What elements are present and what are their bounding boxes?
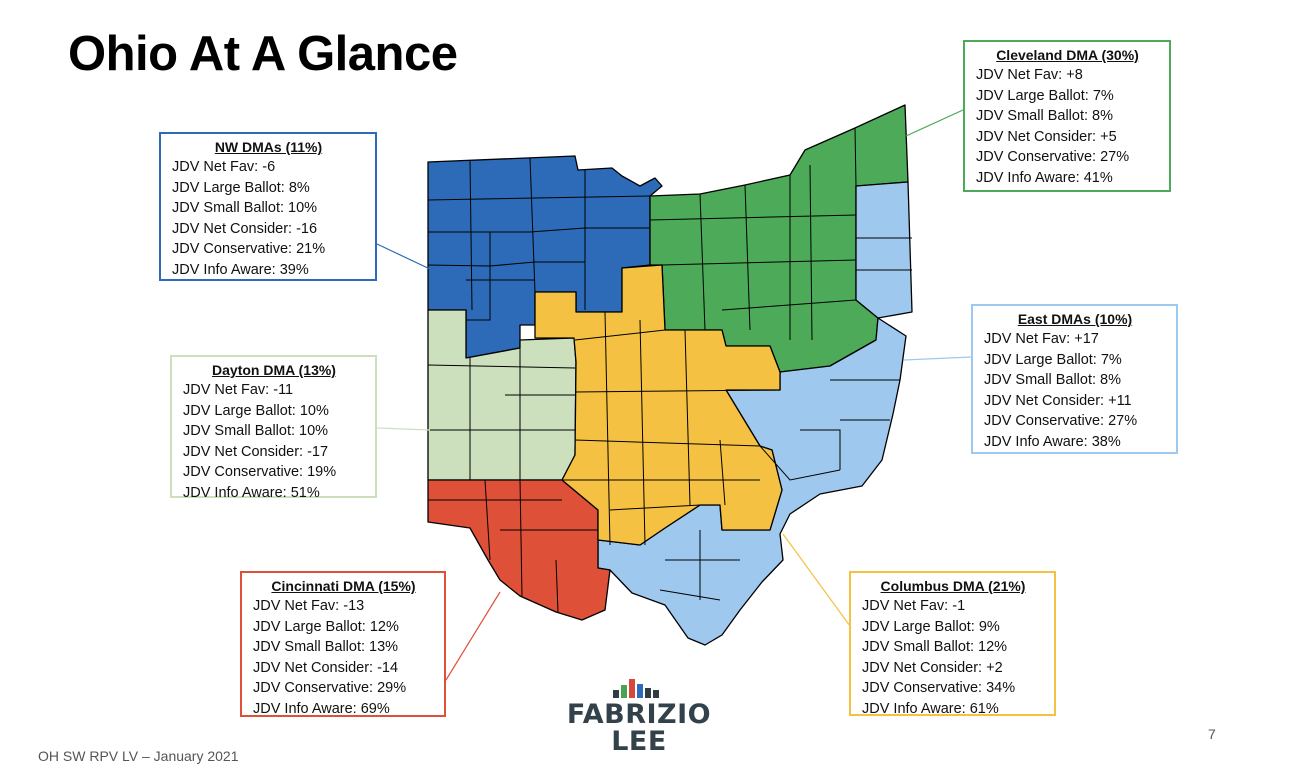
county-lines [427,127,912,613]
logo-bar [637,684,643,698]
leader-lines [376,109,972,681]
leader-line-columbus [782,533,851,627]
leader-line-east [903,356,972,361]
leader-line-cincinnati [445,591,501,681]
nw-dmas-box: NW DMAs (11%) JDV Net Fav: -6 JDV Large … [159,132,377,281]
east-net-fav: JDV Net Fav: +17 [984,331,1099,347]
columbus-large-ballot: JDV Large Ballot: 9% [862,618,1000,635]
footer-text: OH SW RPV LV – January 2021 [38,748,239,764]
dayton-large-ballot: JDV Large Ballot: 10% [183,402,329,419]
columbus-dma-box: Columbus DMA (21%) JDV Net Fav: -1 JDV L… [849,571,1056,717]
cincinnati-net-fav: JDV Net Fav: -13 [253,598,365,614]
page-number: 7 [1208,726,1216,742]
cleveland-small-ballot: JDV Small Ballot: 8% [976,108,1113,125]
fabrizio-lee-logo: FABRIZIO LEE [556,674,722,758]
logo-bar [653,690,659,698]
columbus-small-ballot: JDV Small Ballot: 12% [862,639,1008,656]
dayton-net-consider: JDV Net Consider: -17 [183,443,329,460]
east-dmas-title: East DMAs (10%) [1017,311,1133,327]
nw-net-consider: JDV Net Consider: -16 [172,220,318,237]
cincinnati-dma-title: Cincinnati DMA (15%) [271,578,416,594]
logo-word-fabrizio: FABRIZIO [566,699,712,730]
east-info-aware: JDV Info Aware: 38% [984,433,1121,450]
columbus-net-consider: JDV Net Consider: +2 [862,659,1003,676]
leader-line-nw [376,243,433,271]
east-small-ballot: JDV Small Ballot: 8% [984,372,1121,389]
columbus-net-fav: JDV Net Fav: -1 [862,598,966,614]
logo-word-lee: LEE [611,726,667,757]
cincinnati-conservative: JDV Conservative: 29% [253,680,407,697]
cincinnati-dma-box: Cincinnati DMA (15%) JDV Net Fav: -13 JD… [240,571,446,717]
cleveland-info-aware: JDV Info Aware: 41% [976,169,1113,186]
columbus-dma-title: Columbus DMA (21%) [880,578,1026,594]
dayton-small-ballot: JDV Small Ballot: 10% [183,423,329,440]
nw-info-aware: JDV Info Aware: 39% [172,261,309,278]
nw-small-ballot: JDV Small Ballot: 10% [172,200,318,217]
region-columbus [534,264,783,546]
logo-bar [629,679,635,698]
cleveland-large-ballot: JDV Large Ballot: 7% [976,87,1114,104]
east-dmas-box: East DMAs (10%) JDV Net Fav: +17 JDV Lar… [971,304,1178,454]
cleveland-net-fav: JDV Net Fav: +8 [976,67,1083,83]
logo-bar [645,688,651,698]
dayton-conservative: JDV Conservative: 19% [183,464,337,481]
columbus-info-aware: JDV Info Aware: 61% [862,700,999,717]
nw-large-ballot: JDV Large Ballot: 8% [172,179,310,196]
nw-conservative: JDV Conservative: 21% [172,241,326,258]
region-cincinnati [427,479,611,621]
cincinnati-info-aware: JDV Info Aware: 69% [253,700,390,717]
cleveland-dma-box: Cleveland DMA (30%) JDV Net Fav: +8 JDV … [963,40,1171,192]
dayton-info-aware: JDV Info Aware: 51% [183,484,320,501]
columbus-conservative: JDV Conservative: 34% [862,680,1016,697]
cincinnati-small-ballot: JDV Small Ballot: 13% [253,639,399,656]
nw-dmas-title: NW DMAs (11%) [214,139,323,155]
logo-bar [613,690,619,698]
east-conservative: JDV Conservative: 27% [984,413,1138,430]
logo-bars [613,676,663,698]
east-net-consider: JDV Net Consider: +11 [984,392,1132,409]
cleveland-conservative: JDV Conservative: 27% [976,149,1130,166]
cleveland-dma-title: Cleveland DMA (30%) [996,47,1139,63]
leader-line-dayton [376,427,431,431]
dayton-dma-title: Dayton DMA (13%) [212,362,336,378]
cleveland-net-consider: JDV Net Consider: +5 [976,128,1117,145]
dayton-dma-box: Dayton DMA (13%) JDV Net Fav: -11 JDV La… [170,355,377,501]
logo-bar [621,685,627,698]
cincinnati-net-consider: JDV Net Consider: -14 [253,659,399,676]
page-title: Ohio At A Glance [68,27,458,81]
nw-net-fav: JDV Net Fav: -6 [172,159,276,175]
leader-line-cleveland [905,109,964,137]
east-large-ballot: JDV Large Ballot: 7% [984,351,1122,368]
cincinnati-large-ballot: JDV Large Ballot: 12% [253,618,399,635]
dayton-net-fav: JDV Net Fav: -11 [183,382,294,398]
